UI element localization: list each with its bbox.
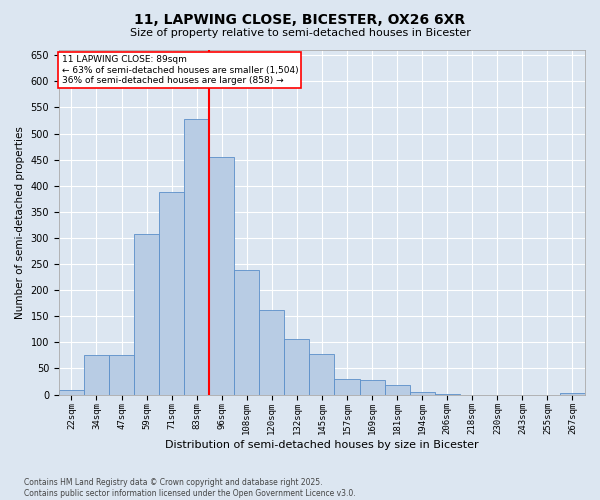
Text: Size of property relative to semi-detached houses in Bicester: Size of property relative to semi-detach… <box>130 28 470 38</box>
Y-axis label: Number of semi-detached properties: Number of semi-detached properties <box>15 126 25 318</box>
Bar <box>284 338 310 394</box>
Bar <box>134 234 159 394</box>
Bar <box>359 380 385 394</box>
Bar <box>234 270 259 394</box>
Text: Contains HM Land Registry data © Crown copyright and database right 2025.
Contai: Contains HM Land Registry data © Crown c… <box>24 478 356 498</box>
Bar <box>159 192 184 394</box>
Bar <box>209 157 234 394</box>
Bar <box>184 119 209 394</box>
Text: 11, LAPWING CLOSE, BICESTER, OX26 6XR: 11, LAPWING CLOSE, BICESTER, OX26 6XR <box>134 12 466 26</box>
Bar <box>310 354 334 395</box>
Bar <box>410 392 434 394</box>
Bar <box>84 356 109 395</box>
Bar <box>259 310 284 394</box>
Bar <box>560 393 585 394</box>
Bar <box>334 379 359 394</box>
Bar <box>59 390 84 394</box>
Text: 11 LAPWING CLOSE: 89sqm
← 63% of semi-detached houses are smaller (1,504)
36% of: 11 LAPWING CLOSE: 89sqm ← 63% of semi-de… <box>62 55 298 85</box>
X-axis label: Distribution of semi-detached houses by size in Bicester: Distribution of semi-detached houses by … <box>165 440 479 450</box>
Bar <box>109 356 134 395</box>
Bar <box>385 385 410 394</box>
